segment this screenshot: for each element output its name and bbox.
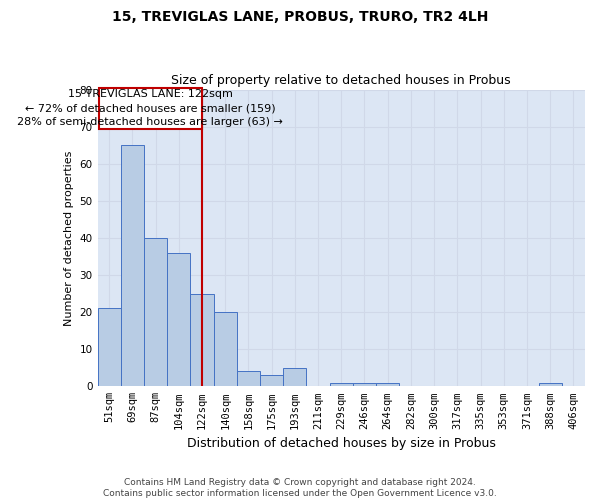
Bar bbox=[237, 372, 260, 386]
Bar bbox=[167, 253, 190, 386]
Bar bbox=[99, 88, 202, 128]
Bar bbox=[329, 382, 353, 386]
Bar bbox=[260, 375, 283, 386]
Text: 15 TREVIGLAS LANE: 122sqm
← 72% of detached houses are smaller (159)
28% of semi: 15 TREVIGLAS LANE: 122sqm ← 72% of detac… bbox=[17, 90, 283, 128]
Bar bbox=[353, 382, 376, 386]
Bar bbox=[376, 382, 400, 386]
Bar bbox=[283, 368, 307, 386]
Bar bbox=[214, 312, 237, 386]
Text: 15, TREVIGLAS LANE, PROBUS, TRURO, TR2 4LH: 15, TREVIGLAS LANE, PROBUS, TRURO, TR2 4… bbox=[112, 10, 488, 24]
Text: Contains HM Land Registry data © Crown copyright and database right 2024.
Contai: Contains HM Land Registry data © Crown c… bbox=[103, 478, 497, 498]
Y-axis label: Number of detached properties: Number of detached properties bbox=[64, 150, 74, 326]
Bar bbox=[190, 294, 214, 386]
Bar bbox=[144, 238, 167, 386]
Bar bbox=[98, 308, 121, 386]
Bar bbox=[539, 382, 562, 386]
Bar bbox=[121, 145, 144, 386]
X-axis label: Distribution of detached houses by size in Probus: Distribution of detached houses by size … bbox=[187, 437, 496, 450]
Title: Size of property relative to detached houses in Probus: Size of property relative to detached ho… bbox=[172, 74, 511, 87]
